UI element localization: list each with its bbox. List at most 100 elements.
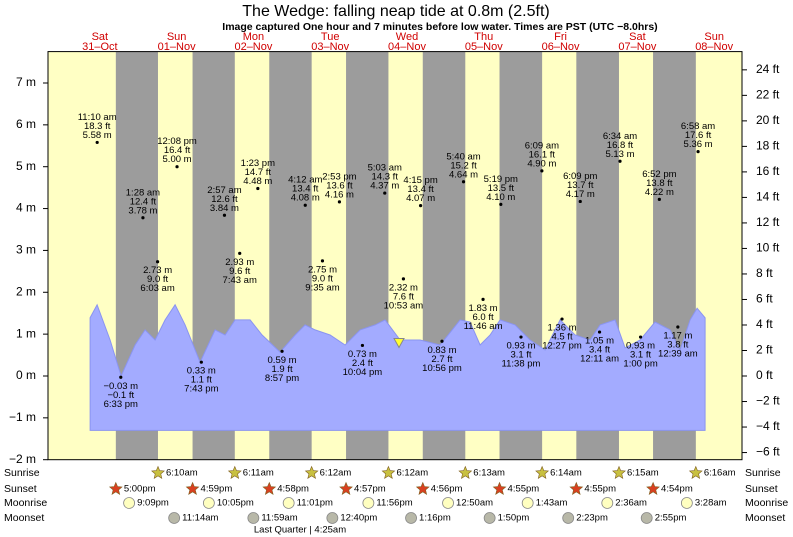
extreme-label: 12.4 ft bbox=[130, 196, 157, 207]
x-tick-day: Mon bbox=[243, 31, 264, 43]
x-tick-date: 08–Nov bbox=[695, 41, 733, 53]
extreme-label: 4.22 m bbox=[645, 187, 674, 198]
extreme-label: 12.6 ft bbox=[211, 194, 238, 205]
extreme-label: 2:53 pm bbox=[322, 171, 356, 182]
moonrise-icon bbox=[282, 497, 295, 509]
sunset-time: 4:56pm bbox=[431, 484, 463, 495]
extreme-label: 2.4 ft bbox=[352, 358, 373, 369]
extreme-label: 4:12 am bbox=[288, 175, 322, 186]
moonrise-time: 1:43am bbox=[536, 498, 568, 509]
extreme-label: 3.84 m bbox=[210, 203, 239, 214]
moonrise-icon bbox=[202, 497, 215, 509]
x-tick-day: Sat bbox=[629, 31, 646, 43]
moonrise-icon bbox=[362, 497, 375, 509]
tide-extreme bbox=[401, 277, 406, 281]
moonrise-time: 11:01pm bbox=[297, 498, 333, 509]
tide-extreme bbox=[676, 325, 680, 329]
extreme-label: 4.17 m bbox=[566, 189, 595, 200]
tide-extreme bbox=[383, 191, 387, 195]
x-tick-day: Tue bbox=[321, 31, 340, 43]
extreme-label: 5:03 am bbox=[368, 163, 402, 174]
extreme-label: 5.13 m bbox=[605, 149, 634, 160]
extreme-label: 3.1 ft bbox=[510, 350, 531, 361]
y-tick-label: 1 m bbox=[16, 326, 36, 340]
y-tick-label: 2 m bbox=[16, 284, 36, 298]
x-tick-day: Sat bbox=[92, 31, 109, 43]
extreme-label: 10:53 am bbox=[384, 300, 424, 311]
sunrise-time: 6:16am bbox=[704, 468, 736, 479]
extreme-label: 3.1 ft bbox=[630, 350, 651, 361]
extreme-label: 9:35 am bbox=[305, 282, 339, 293]
extreme-label: 4.10 m bbox=[486, 192, 515, 203]
y-tick-label: 7 m bbox=[16, 75, 36, 89]
y2-tick-label: 8 ft bbox=[756, 266, 773, 280]
moonset-icon bbox=[405, 512, 417, 524]
extreme-label: 14.3 ft bbox=[372, 172, 399, 183]
extreme-label: 5:19 pm bbox=[484, 174, 518, 185]
sunrise-icon bbox=[688, 465, 703, 479]
extreme-label: 1.1 ft bbox=[191, 375, 212, 386]
y2-tick-label: 0 ft bbox=[756, 368, 773, 382]
extreme-label: −0.1 ft bbox=[107, 390, 134, 401]
extreme-label: 4.37 m bbox=[370, 181, 399, 192]
moonrise-time: 2:36am bbox=[615, 498, 647, 509]
extreme-label: 9.6 ft bbox=[229, 266, 250, 277]
y2-tick-label: −6 ft bbox=[756, 445, 780, 459]
tide-extreme bbox=[141, 216, 145, 220]
tide-extreme bbox=[519, 335, 523, 339]
row-label: Moonset bbox=[4, 512, 44, 524]
sunrise-icon bbox=[151, 465, 165, 479]
tide-extreme bbox=[540, 169, 544, 173]
sunset-icon bbox=[492, 481, 507, 495]
sunrise-icon bbox=[535, 465, 550, 479]
sunrise-time: 6:14am bbox=[550, 468, 582, 479]
x-tick-date: 06–Nov bbox=[542, 41, 580, 53]
x-tick-day: Wed bbox=[396, 31, 418, 43]
y2-tick-label: 16 ft bbox=[756, 164, 780, 178]
sunset-icon bbox=[339, 481, 353, 495]
sunrise-icon bbox=[381, 465, 396, 479]
extreme-label: 4:15 pm bbox=[403, 175, 437, 186]
extreme-label: 0.59 m bbox=[268, 355, 297, 366]
extreme-label: 8:57 pm bbox=[265, 373, 299, 384]
sunset-time: 4:55pm bbox=[508, 484, 540, 495]
moonset-time: 1:50pm bbox=[498, 513, 530, 524]
extreme-label: 13.7 ft bbox=[567, 180, 594, 191]
extreme-label: 12:08 pm bbox=[157, 136, 197, 147]
extreme-label: 13.4 ft bbox=[292, 184, 319, 195]
chart-title: The Wedge: falling neap tide at 0.8m (2.… bbox=[242, 3, 549, 20]
extreme-label: 2.93 m bbox=[225, 257, 254, 268]
extreme-label: 2.7 ft bbox=[431, 354, 452, 365]
x-tick-day: Sun bbox=[167, 31, 187, 43]
y2-tick-label: 4 ft bbox=[756, 317, 773, 331]
extreme-label: 13.5 ft bbox=[488, 183, 515, 194]
moonrise-time: 10:05pm bbox=[217, 498, 254, 509]
chart-subtitle: Image captured One hour and 7 minutes be… bbox=[222, 21, 657, 33]
x-tick-date: 03–Nov bbox=[311, 41, 349, 53]
moonrise-time: 11:56pm bbox=[376, 498, 412, 509]
y2-tick-label: 20 ft bbox=[756, 113, 780, 127]
extreme-label: 7:43 am bbox=[223, 275, 257, 286]
y2-tick-label: 6 ft bbox=[756, 292, 773, 306]
extreme-label: 0.93 m bbox=[506, 341, 535, 352]
extreme-label: 1:23 pm bbox=[241, 158, 275, 169]
extreme-label: 13.4 ft bbox=[407, 184, 434, 195]
tide-extreme bbox=[155, 260, 160, 264]
x-tick-date: 01–Nov bbox=[158, 41, 196, 53]
tide-extreme bbox=[638, 335, 643, 339]
moonset-time: 1:16pm bbox=[419, 513, 451, 524]
extreme-label: 9.0 ft bbox=[147, 274, 168, 285]
extreme-label: 3.4 ft bbox=[589, 345, 610, 356]
row-label: Sunrise bbox=[4, 467, 40, 479]
extreme-label: 18.3 ft bbox=[84, 121, 111, 132]
extreme-label: 4.64 m bbox=[449, 169, 478, 180]
tide-extreme bbox=[238, 251, 242, 255]
extreme-label: 1.9 ft bbox=[271, 364, 292, 375]
sunrise-icon bbox=[458, 465, 473, 479]
tide-extreme bbox=[418, 204, 423, 208]
extreme-label: 12:11 am bbox=[580, 354, 619, 365]
moonset-time: 2:55pm bbox=[655, 513, 687, 524]
tide-extreme bbox=[337, 200, 342, 204]
extreme-label: 12:27 pm bbox=[542, 341, 582, 352]
moonrise-icon bbox=[123, 497, 136, 509]
